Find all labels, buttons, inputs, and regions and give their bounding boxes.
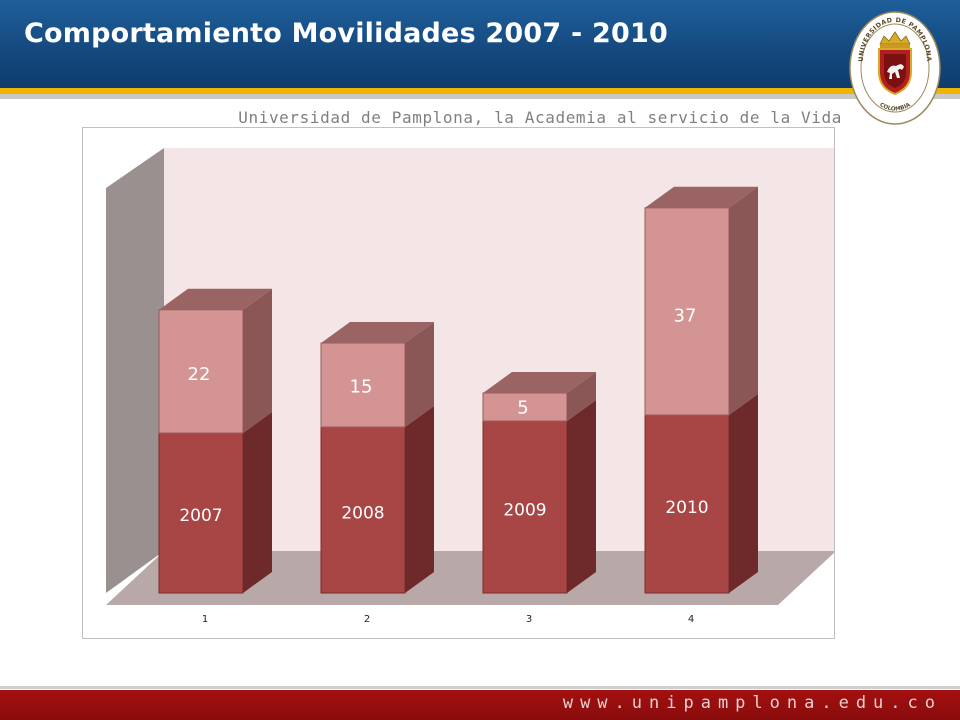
bar-segment-count (644, 207, 730, 416)
seal-text-bottom: COLOMBIA (878, 102, 912, 113)
data-label-year: 2007 (179, 506, 222, 526)
bar-segment-year (482, 420, 568, 594)
bar-side-count (243, 288, 272, 433)
bar-segment-count (482, 392, 568, 422)
data-label-year: 2009 (503, 501, 546, 521)
footer-separator (0, 686, 960, 689)
page-title: Comportamiento Movilidades 2007 - 2010 (24, 18, 668, 49)
bar-top-face (321, 322, 434, 343)
data-label-count: 37 (674, 306, 697, 327)
bar-segment-count (320, 342, 406, 428)
bar-top-face (483, 372, 596, 393)
university-motto: Universidad de Pamplona, la Academia al … (238, 108, 842, 127)
data-label-count: 22 (188, 364, 211, 385)
svg-text:COLOMBIA: COLOMBIA (878, 102, 912, 113)
header-bar: Comportamiento Movilidades 2007 - 2010 (0, 0, 960, 88)
data-label-count: 15 (350, 377, 373, 398)
website-url: www.unipamplona.edu.co (562, 693, 942, 713)
x-tick-label: 1 (202, 614, 208, 625)
data-label-count: 5 (517, 398, 528, 419)
footer-bar (0, 690, 960, 720)
bar-side-year (405, 406, 434, 593)
x-tick-label: 2 (364, 614, 370, 625)
data-label-year: 2010 (665, 498, 708, 518)
bar-side-count (405, 322, 434, 427)
chart-frame: 2007 22 2008 15 2009 5 2010 37 1 2 3 4 (82, 127, 835, 639)
x-tick-label: 3 (526, 614, 532, 625)
bar-side-year (243, 412, 272, 593)
side-wall (106, 148, 164, 593)
bar-segment-year (158, 432, 244, 594)
bar-side-count (567, 372, 596, 421)
bar-segment-count (158, 309, 244, 434)
bar-segment-year (644, 414, 730, 594)
bar-side-year (729, 394, 758, 593)
bar-top-face (159, 288, 272, 310)
bar-segment-year (320, 426, 406, 594)
bar-side-count (729, 186, 758, 415)
university-seal-logo: UNIVERSIDAD DE PAMPLONA COLOMBIA (849, 11, 941, 125)
stacked-3d-bar-chart: 2007 22 2008 15 2009 5 2010 37 1 2 3 4 (106, 148, 834, 625)
data-label-year: 2008 (341, 503, 384, 523)
bar-top-face (645, 186, 758, 208)
header-gold-band (0, 88, 960, 94)
x-tick-label: 4 (688, 614, 694, 625)
bar-side-year (567, 400, 596, 593)
header-grey-band (0, 94, 960, 99)
